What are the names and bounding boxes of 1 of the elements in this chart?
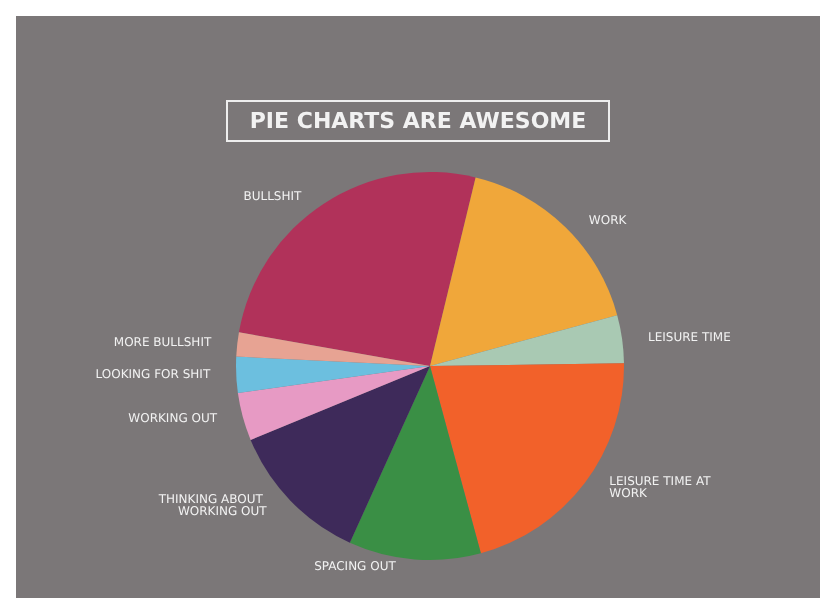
chart-title: PIE CHARTS ARE AWESOME (249, 108, 587, 134)
